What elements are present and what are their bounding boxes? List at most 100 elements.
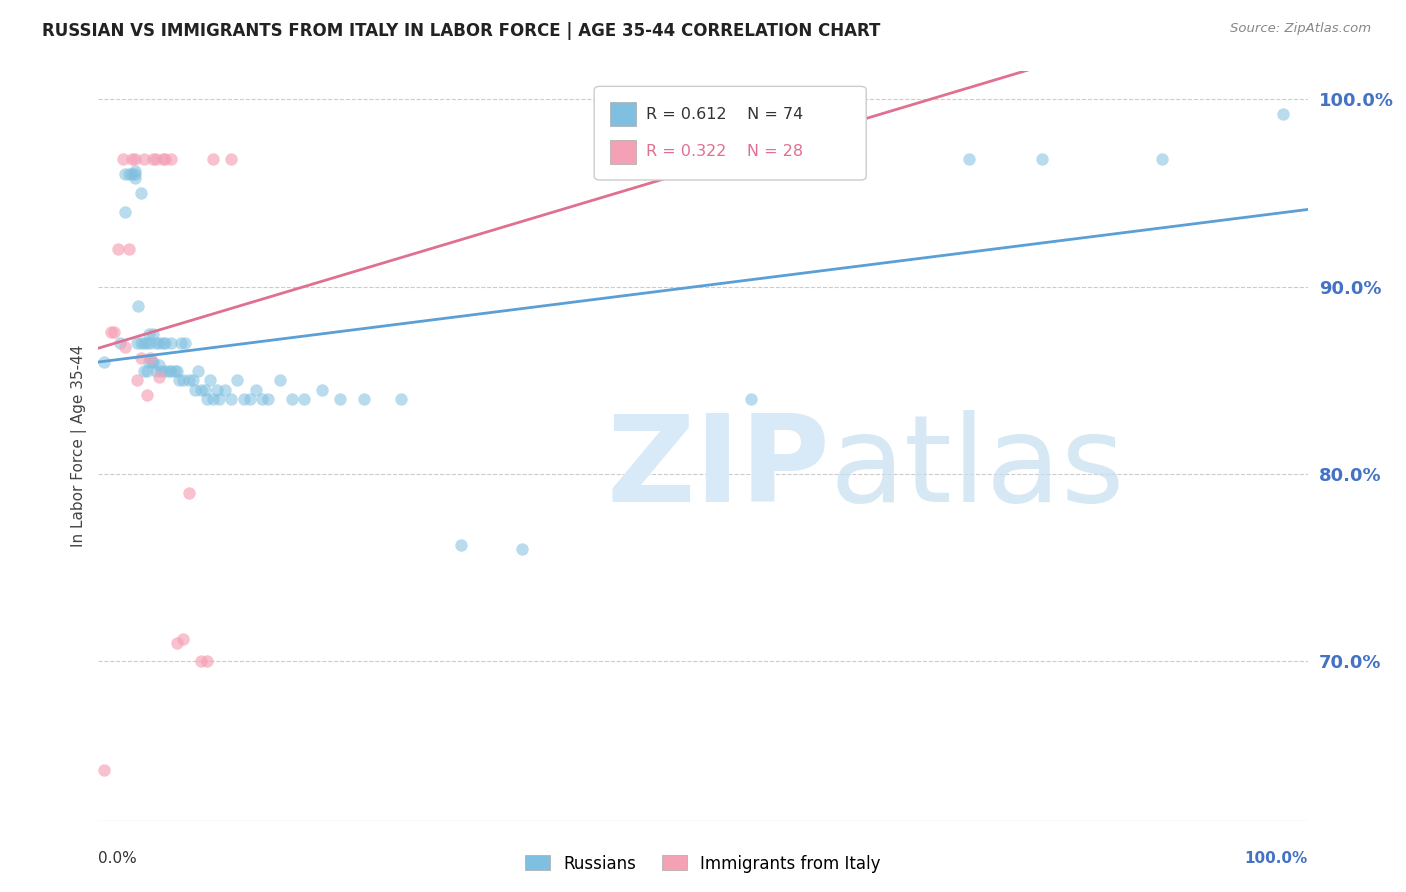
- Point: [135, 364, 157, 378]
- Text: atlas: atlas: [830, 410, 1126, 527]
- Point: [153, 364, 176, 378]
- Point: [187, 364, 209, 378]
- Point: [153, 153, 176, 167]
- Point: [134, 153, 156, 167]
- Point: [139, 351, 162, 365]
- Point: [174, 336, 197, 351]
- Point: [127, 374, 149, 388]
- Point: [250, 392, 273, 407]
- Point: [114, 168, 136, 182]
- Point: [1272, 107, 1295, 121]
- Point: [226, 374, 249, 388]
- Y-axis label: In Labor Force | Age 35-44: In Labor Force | Age 35-44: [72, 345, 87, 547]
- Point: [124, 153, 146, 167]
- Point: [1152, 153, 1174, 167]
- Point: [245, 383, 267, 397]
- Point: [957, 153, 980, 167]
- Text: 0.0%: 0.0%: [98, 851, 138, 865]
- Point: [166, 364, 188, 378]
- Point: [138, 355, 160, 369]
- Point: [214, 383, 236, 397]
- Point: [256, 392, 278, 407]
- Point: [172, 374, 194, 388]
- Point: [198, 374, 221, 388]
- Point: [118, 168, 141, 182]
- Point: [114, 340, 136, 354]
- Point: [195, 392, 218, 407]
- Point: [194, 383, 217, 397]
- Point: [221, 392, 243, 407]
- Point: [135, 336, 157, 351]
- Point: [172, 632, 194, 646]
- Point: [311, 383, 333, 397]
- Point: [160, 336, 183, 351]
- Point: [100, 325, 122, 339]
- Point: [232, 392, 254, 407]
- Point: [269, 374, 291, 388]
- Point: [202, 392, 225, 407]
- Text: 100.0%: 100.0%: [1244, 851, 1308, 865]
- Point: [145, 336, 167, 351]
- Point: [166, 636, 188, 650]
- Point: [208, 392, 231, 407]
- Point: [148, 369, 170, 384]
- Point: [239, 392, 262, 407]
- Point: [1031, 153, 1053, 167]
- Point: [160, 153, 183, 167]
- Point: [142, 355, 165, 369]
- Point: [202, 153, 225, 167]
- Point: [148, 336, 170, 351]
- Point: [93, 763, 115, 777]
- Point: [281, 392, 304, 407]
- Point: [389, 392, 412, 407]
- Text: R = 0.322    N = 28: R = 0.322 N = 28: [647, 144, 803, 159]
- Text: ZIP: ZIP: [606, 410, 830, 527]
- Point: [190, 383, 212, 397]
- Point: [134, 336, 156, 351]
- Point: [849, 153, 872, 167]
- Point: [135, 388, 157, 402]
- Point: [450, 538, 472, 552]
- FancyBboxPatch shape: [610, 102, 637, 126]
- Point: [184, 383, 207, 397]
- Point: [190, 655, 212, 669]
- Point: [195, 655, 218, 669]
- Point: [152, 153, 174, 167]
- Point: [510, 542, 533, 557]
- Text: Source: ZipAtlas.com: Source: ZipAtlas.com: [1230, 22, 1371, 36]
- Point: [353, 392, 375, 407]
- Point: [124, 168, 146, 182]
- Point: [129, 336, 152, 351]
- Point: [169, 336, 191, 351]
- Text: R = 0.612    N = 74: R = 0.612 N = 74: [647, 106, 803, 121]
- Point: [152, 336, 174, 351]
- Point: [121, 168, 143, 182]
- FancyBboxPatch shape: [595, 87, 866, 180]
- Legend: Russians, Immigrants from Italy: Russians, Immigrants from Italy: [519, 848, 887, 880]
- Point: [138, 326, 160, 341]
- FancyBboxPatch shape: [610, 139, 637, 163]
- Point: [111, 153, 134, 167]
- Point: [134, 364, 156, 378]
- Point: [329, 392, 352, 407]
- Point: [179, 374, 201, 388]
- Point: [114, 205, 136, 219]
- Point: [163, 364, 186, 378]
- Point: [157, 364, 180, 378]
- Text: RUSSIAN VS IMMIGRANTS FROM ITALY IN LABOR FORCE | AGE 35-44 CORRELATION CHART: RUSSIAN VS IMMIGRANTS FROM ITALY IN LABO…: [42, 22, 880, 40]
- Point: [292, 392, 315, 407]
- Point: [118, 243, 141, 257]
- Point: [181, 374, 204, 388]
- Point: [169, 374, 191, 388]
- Point: [148, 359, 170, 373]
- Point: [129, 186, 152, 201]
- Point: [142, 326, 165, 341]
- Point: [160, 364, 183, 378]
- Point: [124, 163, 146, 178]
- Point: [121, 153, 143, 167]
- Point: [103, 325, 125, 339]
- Point: [129, 351, 152, 365]
- Point: [150, 364, 173, 378]
- Point: [692, 107, 714, 121]
- Point: [108, 336, 131, 351]
